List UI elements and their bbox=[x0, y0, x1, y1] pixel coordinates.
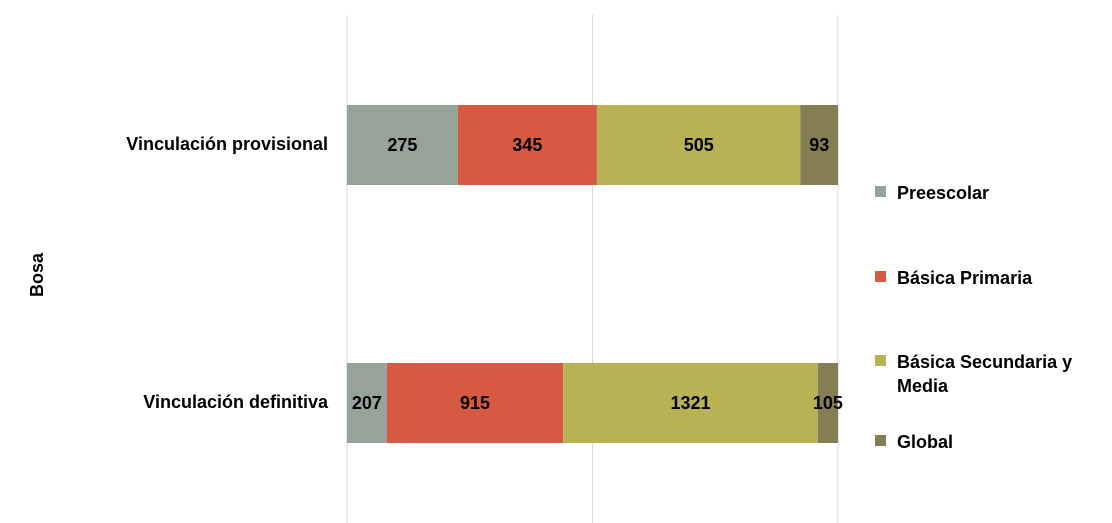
legend-label: Básica Primaria bbox=[897, 268, 1033, 288]
category-label: Vinculación provisional bbox=[126, 134, 328, 154]
data-label: 505 bbox=[684, 135, 714, 155]
legend-item: Básica Primaria bbox=[875, 266, 1097, 290]
bar-segment bbox=[457, 105, 597, 185]
data-label: 207 bbox=[352, 393, 382, 413]
data-label: 105 bbox=[813, 393, 843, 413]
legend-swatch bbox=[875, 355, 886, 366]
bar-segment bbox=[386, 363, 564, 443]
data-label: 93 bbox=[809, 135, 829, 155]
legend-swatch bbox=[875, 435, 886, 446]
bar-segment bbox=[347, 363, 387, 443]
bar-segment bbox=[347, 105, 458, 185]
legend-item: Básica Secundaria y Media bbox=[875, 350, 1097, 398]
legend-label: Global bbox=[897, 432, 954, 452]
data-label: 915 bbox=[460, 393, 490, 413]
legend-item: Global bbox=[875, 430, 1097, 454]
legend-swatch bbox=[875, 186, 886, 197]
category-label: Vinculación definitiva bbox=[143, 392, 329, 412]
legend-label: Preescolar bbox=[897, 183, 990, 203]
data-label: 1321 bbox=[670, 393, 710, 413]
y-axis-label: Bosa bbox=[27, 252, 47, 297]
bar-segment bbox=[800, 105, 838, 185]
legend-swatch bbox=[875, 271, 886, 282]
legend-label: Básica Secundaria y Media bbox=[897, 352, 1073, 396]
legend-item: Preescolar bbox=[875, 181, 1097, 205]
bar-segment bbox=[563, 363, 818, 443]
bar-segment bbox=[596, 105, 801, 185]
bar-segment bbox=[817, 363, 838, 443]
data-label: 275 bbox=[387, 135, 417, 155]
data-label: 345 bbox=[512, 135, 542, 155]
